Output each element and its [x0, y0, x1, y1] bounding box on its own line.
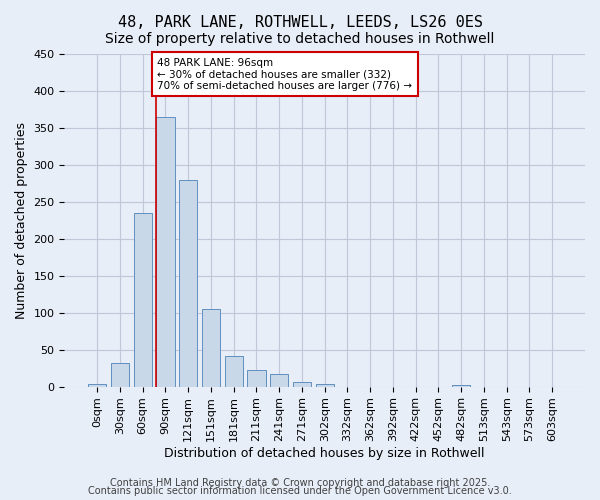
- Y-axis label: Number of detached properties: Number of detached properties: [15, 122, 28, 319]
- Bar: [88, 384, 106, 386]
- Text: 48 PARK LANE: 96sqm
← 30% of detached houses are smaller (332)
70% of semi-detac: 48 PARK LANE: 96sqm ← 30% of detached ho…: [157, 58, 412, 91]
- Bar: [202, 309, 220, 386]
- Bar: [270, 374, 288, 386]
- Text: 48, PARK LANE, ROTHWELL, LEEDS, LS26 0ES: 48, PARK LANE, ROTHWELL, LEEDS, LS26 0ES: [118, 15, 482, 30]
- Bar: [316, 384, 334, 386]
- X-axis label: Distribution of detached houses by size in Rothwell: Distribution of detached houses by size …: [164, 447, 485, 460]
- Bar: [247, 370, 266, 386]
- Bar: [179, 180, 197, 386]
- Bar: [452, 385, 470, 386]
- Bar: [293, 382, 311, 386]
- Text: Size of property relative to detached houses in Rothwell: Size of property relative to detached ho…: [106, 32, 494, 46]
- Bar: [224, 356, 243, 386]
- Bar: [134, 213, 152, 386]
- Bar: [111, 363, 129, 386]
- Text: Contains public sector information licensed under the Open Government Licence v3: Contains public sector information licen…: [88, 486, 512, 496]
- Text: Contains HM Land Registry data © Crown copyright and database right 2025.: Contains HM Land Registry data © Crown c…: [110, 478, 490, 488]
- Bar: [157, 117, 175, 386]
